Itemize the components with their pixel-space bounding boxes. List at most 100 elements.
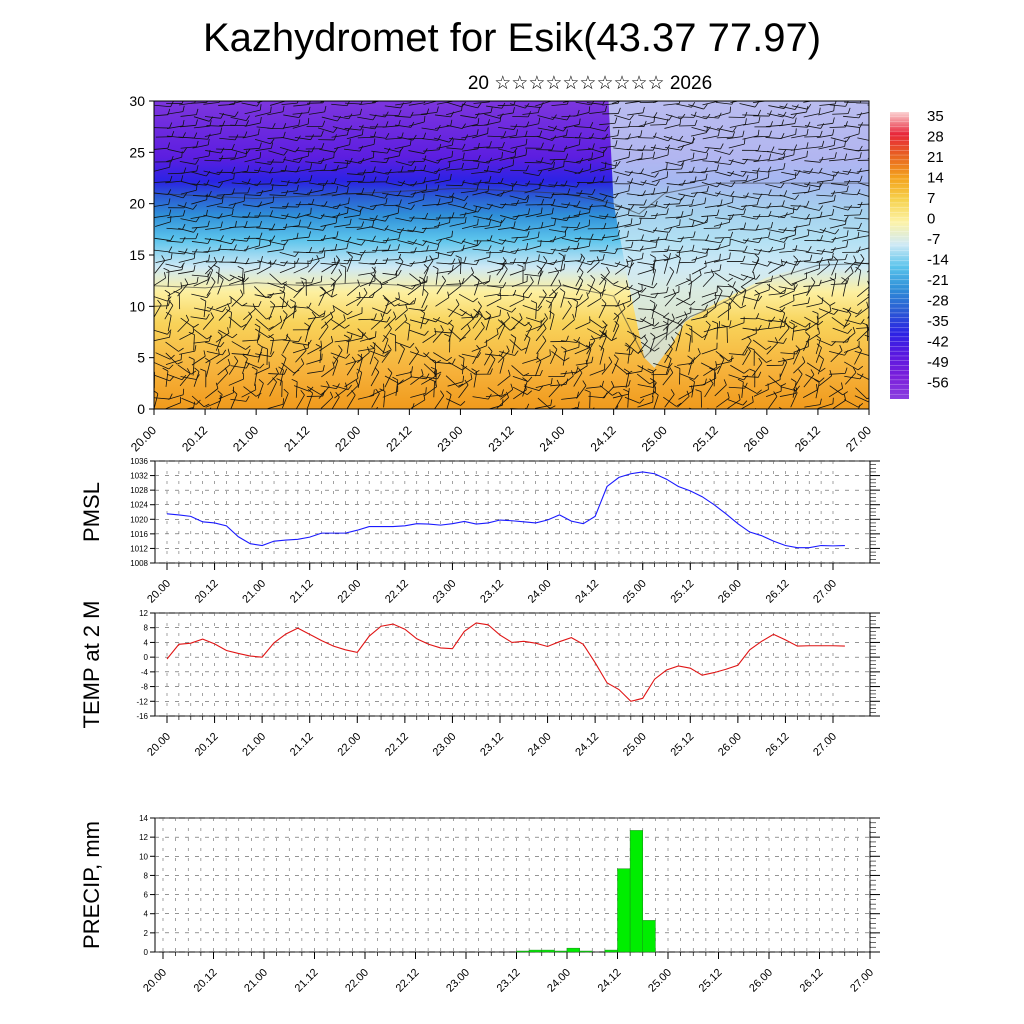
wind-barb: [230, 365, 247, 369]
wind-barb-feather: [524, 322, 530, 327]
wind-barb: [410, 113, 427, 116]
wind-barb-feather: [540, 142, 544, 149]
wind-barb-feather: [702, 334, 708, 338]
wind-barb: [411, 281, 427, 287]
wind-barb: [372, 307, 388, 315]
wind-barb: [243, 245, 260, 251]
wind-barb-feather: [653, 132, 657, 139]
wind-barb-feather: [463, 256, 467, 263]
wind-barb: [742, 135, 759, 140]
wind-barb-feather: [666, 144, 671, 151]
wind-barb-feather: [426, 276, 428, 283]
wind-barb: [614, 363, 628, 375]
wind-barb-feather: [439, 94, 440, 100]
wind-barb: [306, 359, 322, 365]
wind-barb: [408, 182, 425, 186]
wind-barb-feather: [705, 147, 710, 153]
wind-barb: [612, 393, 629, 399]
wind-barb-feather: [446, 356, 452, 362]
wind-barb: [688, 308, 705, 311]
wind-barb: [165, 293, 171, 310]
x-tick-label: 22.00: [343, 967, 371, 995]
wind-barb: [320, 397, 333, 409]
wind-barb: [640, 341, 655, 352]
wind-barb: [599, 348, 605, 365]
wind-barb-feather: [818, 354, 824, 360]
wind-barb-feather: [745, 118, 747, 125]
wind-barb-feather: [350, 334, 353, 341]
wind-barb: [206, 307, 223, 313]
wind-barb-feather: [412, 134, 417, 141]
wind-barb-feather: [579, 138, 581, 145]
wind-barb: [805, 374, 820, 383]
wind-barb: [308, 111, 325, 115]
wind-barb: [241, 268, 244, 285]
wind-barb: [587, 284, 602, 294]
wind-barb-feather: [308, 221, 312, 228]
wind-barb: [445, 168, 462, 171]
wind-barb: [471, 171, 488, 175]
wind-barb-feather: [363, 287, 368, 294]
wind-barb: [167, 315, 172, 332]
wind-barb: [715, 290, 723, 306]
y-axis-label: PRECIP, mm: [79, 821, 104, 949]
wind-barb: [434, 395, 445, 409]
wind-barb-feather: [437, 411, 441, 415]
wind-barb-feather: [477, 301, 482, 307]
wind-barb-feather: [827, 259, 830, 266]
wind-barb-feather: [716, 181, 722, 188]
wind-barb-feather: [730, 355, 733, 362]
wind-barb: [241, 102, 258, 107]
wind-barb: [512, 386, 528, 395]
y-tick-label: -12: [136, 697, 148, 706]
y-tick-label: 1032: [130, 472, 148, 481]
y-tick-label: 12: [139, 833, 148, 842]
wind-barb-feather: [388, 94, 389, 100]
wind-barb-feather: [284, 223, 288, 230]
wind-barb: [537, 240, 554, 243]
wind-barb: [154, 336, 170, 342]
wind-barb: [305, 281, 322, 287]
wind-barb-feather: [525, 130, 528, 137]
wind-barb: [765, 390, 782, 398]
wind-barb-feather: [693, 231, 696, 238]
wind-barb: [675, 279, 691, 287]
wind-barb: [639, 172, 656, 178]
wind-barb: [843, 346, 860, 353]
wind-barb-feather: [565, 153, 569, 160]
wind-barb: [755, 227, 772, 231]
wind-barb-feather: [873, 193, 877, 198]
wind-barb-feather: [186, 368, 191, 374]
wind-barb-feather: [232, 333, 238, 339]
wind-barb: [346, 256, 353, 272]
wind-barb: [280, 169, 297, 173]
wind-barb: [421, 111, 438, 115]
wind-barb-feather: [821, 140, 825, 147]
wind-barb: [702, 101, 719, 106]
wind-barb: [398, 303, 415, 306]
wind-barb: [816, 258, 833, 263]
wind-barb: [817, 359, 824, 375]
wind-barb-feather: [872, 241, 873, 247]
wind-barb-feather: [323, 310, 326, 317]
wind-barb-feather: [793, 207, 795, 214]
wind-barb-feather: [601, 234, 606, 241]
wind-barb: [551, 103, 568, 107]
wind-barb: [356, 292, 368, 306]
wind-barb-feather: [361, 221, 365, 228]
wind-barb: [394, 144, 411, 150]
wind-barb-feather: [362, 175, 366, 182]
wind-barb-feather: [500, 350, 505, 357]
wind-barb: [561, 203, 578, 207]
wind-barb-feather: [756, 167, 760, 174]
wind-barb: [779, 300, 795, 309]
wind-barb-feather: [164, 289, 171, 294]
wind-barb-feather: [526, 225, 531, 232]
wind-barb-feather: [612, 392, 618, 396]
wind-barb: [728, 292, 738, 307]
wind-barb: [729, 195, 746, 199]
wind-barb-feather: [643, 199, 647, 206]
wind-barb: [332, 385, 349, 391]
wind-barb-feather: [655, 180, 660, 186]
wind-barb-feather: [446, 390, 452, 395]
